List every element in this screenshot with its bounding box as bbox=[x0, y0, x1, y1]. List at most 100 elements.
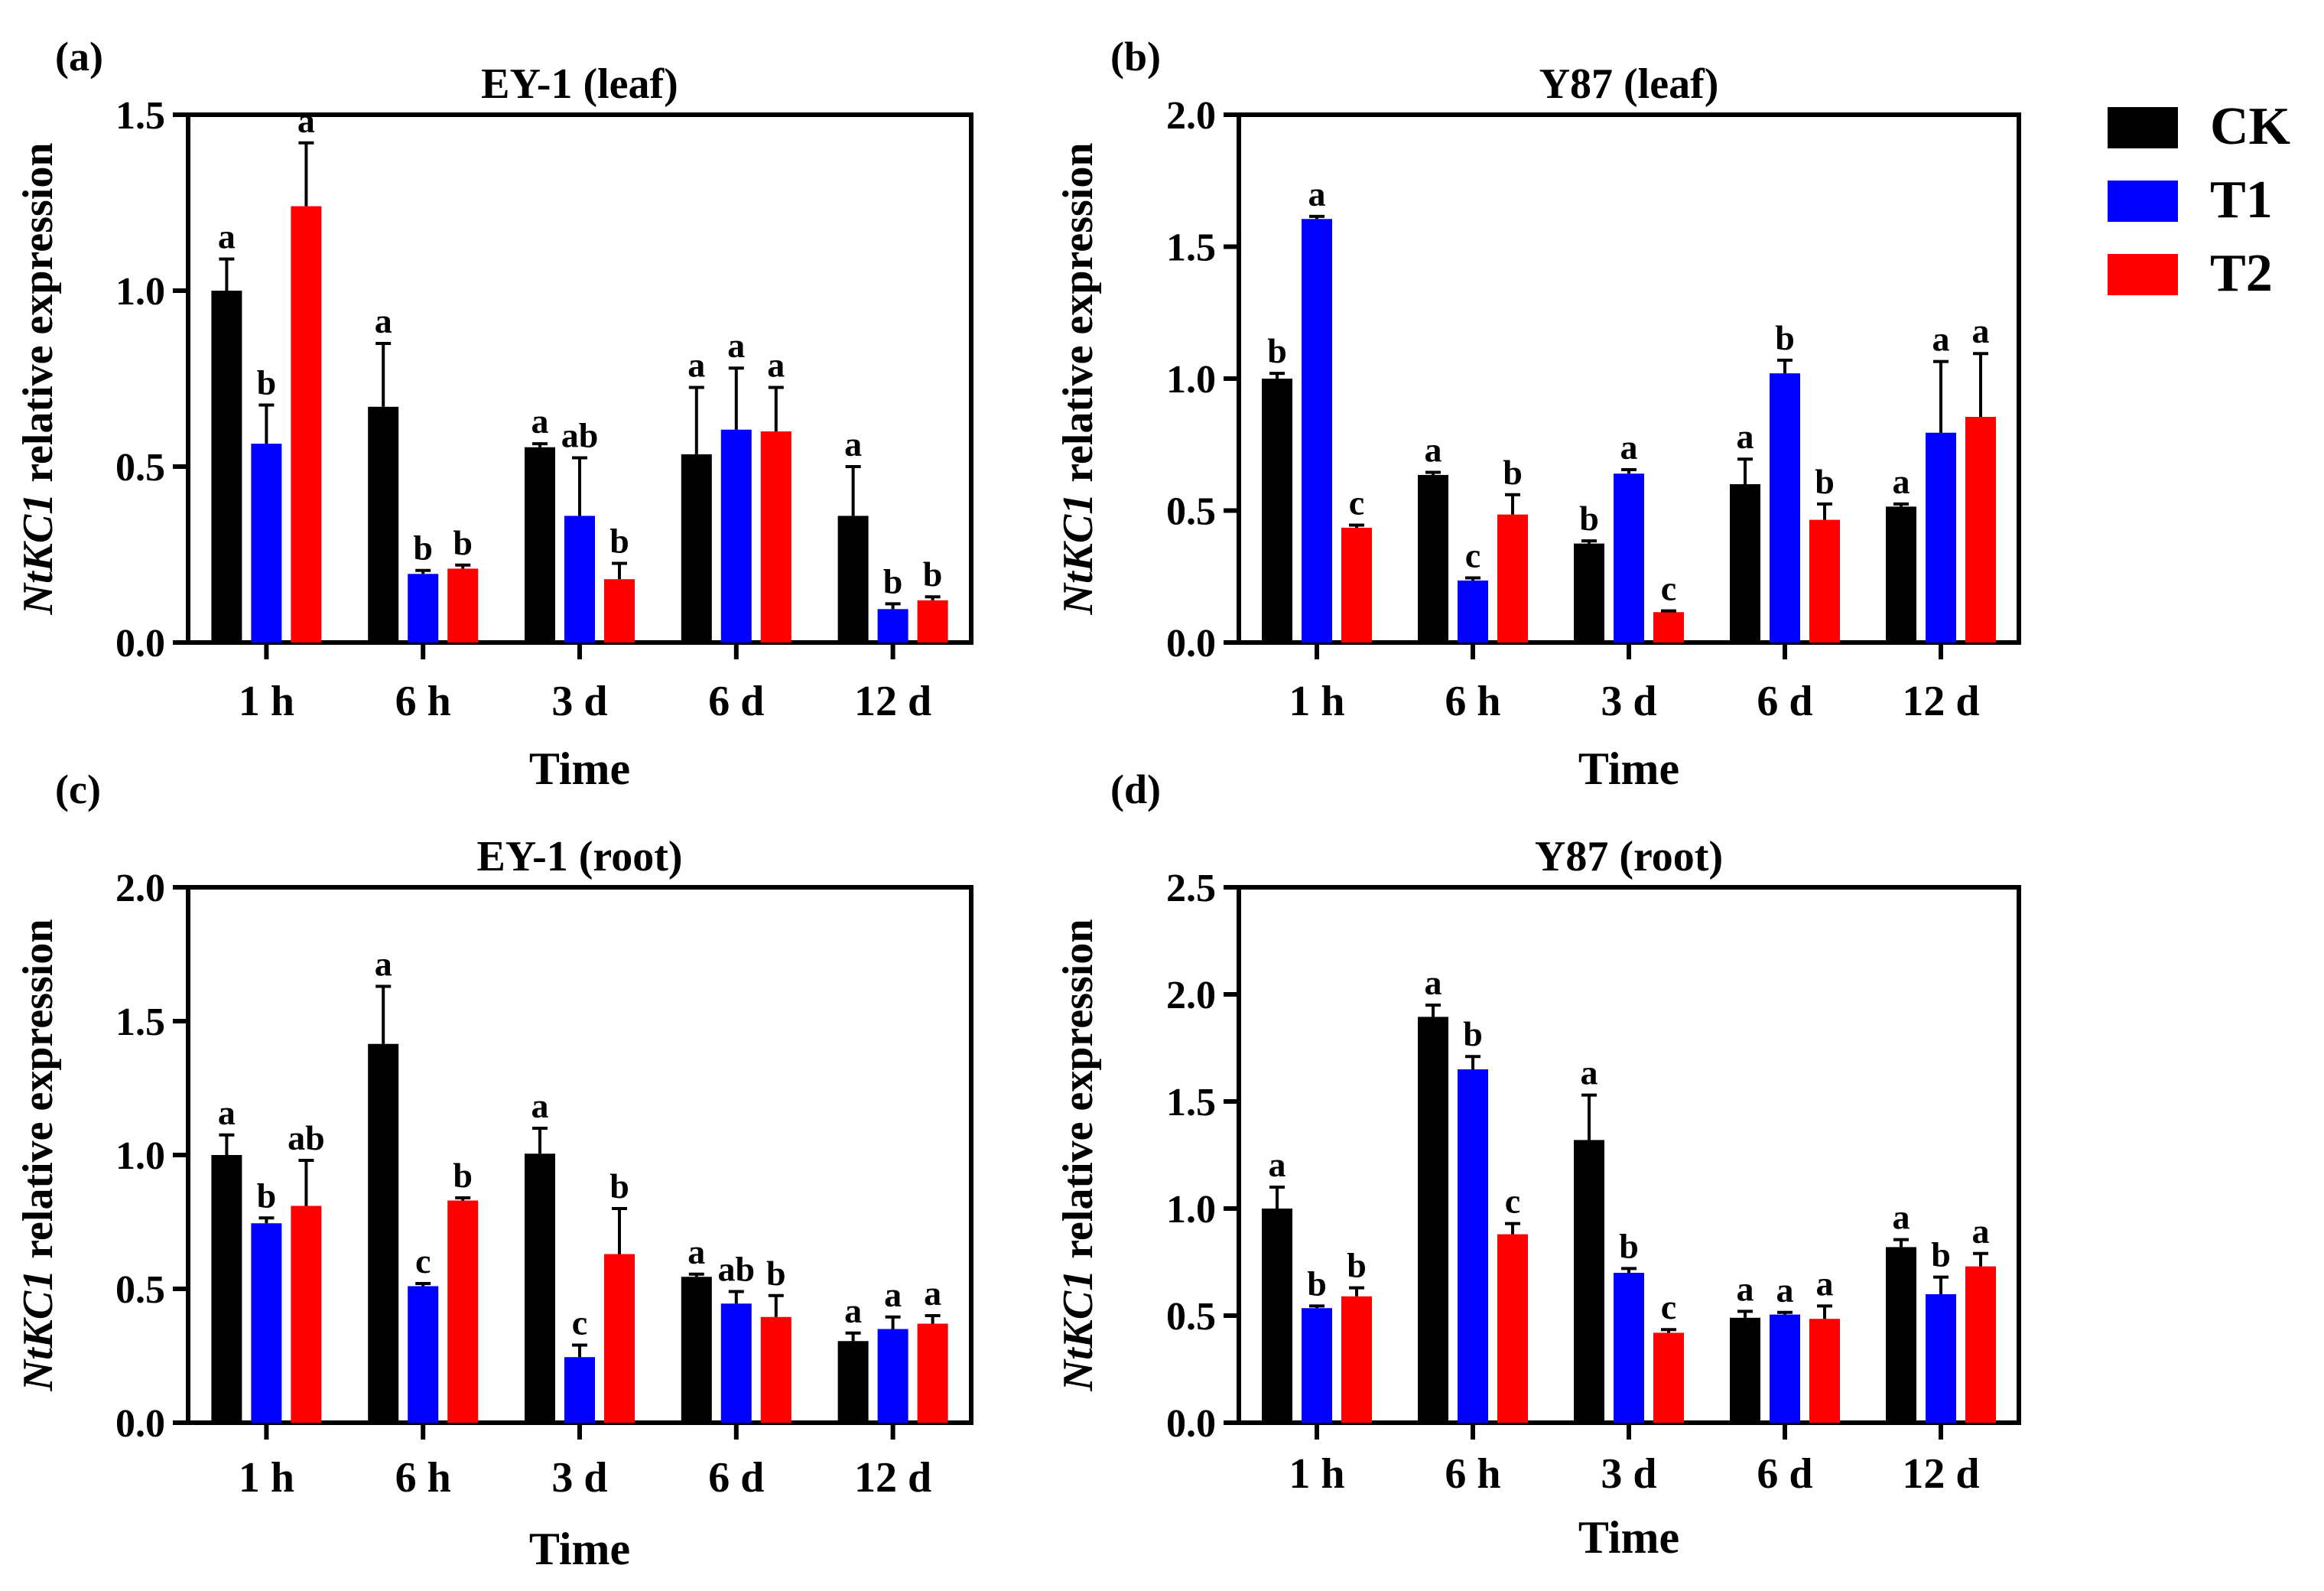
significance-letter: b bbox=[766, 1254, 786, 1293]
bar-ck bbox=[368, 406, 399, 643]
x-tick-label: 6 d bbox=[1757, 1450, 1812, 1498]
significance-letter: a bbox=[1737, 417, 1754, 456]
bar-ck bbox=[1886, 506, 1916, 643]
bar-t2 bbox=[1653, 612, 1684, 643]
significance-letter: a bbox=[1425, 430, 1442, 469]
significance-letter: a bbox=[531, 1086, 549, 1125]
significance-letter: b bbox=[1503, 453, 1523, 492]
y-axis-label-text: relative expression bbox=[1055, 919, 1102, 1269]
significance-letter: b bbox=[257, 363, 277, 402]
bar-t2 bbox=[917, 600, 948, 643]
significance-letter: c bbox=[1661, 569, 1676, 608]
bar-ck bbox=[525, 447, 555, 643]
y-tick-label: 2.5 bbox=[1166, 867, 1216, 910]
x-axis-label: Time bbox=[529, 743, 630, 794]
y-tick-label: 1.0 bbox=[1166, 358, 1216, 402]
significance-letter: ab bbox=[718, 1250, 756, 1289]
significance-letter: b bbox=[1347, 1246, 1367, 1285]
significance-letter: a bbox=[1893, 462, 1910, 501]
bar-t2 bbox=[760, 1316, 791, 1423]
bar-ck bbox=[681, 1277, 712, 1423]
x-tick-label: 12 d bbox=[1902, 678, 1979, 725]
x-axis-label: Time bbox=[1578, 743, 1679, 794]
bar-ck bbox=[1886, 1247, 1916, 1423]
panel-b: (b) Y87 (leaf) 0.0 0.5 1.0 1.5 2.0 NtKC1 relati… bbox=[1055, 34, 2021, 794]
bar-t2 bbox=[1497, 1234, 1528, 1423]
significance-letter: a bbox=[1972, 1212, 1990, 1251]
legend-label-t1: T1 bbox=[2210, 171, 2273, 229]
bar-ck bbox=[211, 1155, 242, 1423]
significance-letter: a bbox=[884, 1275, 902, 1314]
chart-title: EY-1 (leaf) bbox=[481, 60, 678, 108]
bar-t2 bbox=[1341, 1296, 1372, 1423]
significance-letter: a bbox=[687, 1232, 705, 1271]
significance-letter: a bbox=[531, 402, 549, 441]
significance-letter: a bbox=[1972, 311, 1990, 350]
x-tick-label: 1 h bbox=[239, 1454, 294, 1502]
x-tick-label: 12 d bbox=[1902, 1450, 1979, 1498]
chart-title: Y87 (leaf) bbox=[1539, 60, 1719, 108]
y-tick-label: 1.5 bbox=[115, 1000, 165, 1044]
x-tick-label: 6 h bbox=[395, 1454, 451, 1502]
significance-letter: a bbox=[687, 346, 705, 385]
bar-t2 bbox=[1965, 1266, 1996, 1423]
bar-t2 bbox=[1809, 1319, 1840, 1423]
y-tick-label: 1.0 bbox=[1166, 1188, 1216, 1231]
bar-t2 bbox=[291, 206, 322, 643]
panel-d: (d) Y87 (root) 0.0 0.5 1.0 1.5 2.0 2.5 NtKC1 rel… bbox=[1055, 766, 2021, 1563]
bar-t1 bbox=[877, 609, 908, 643]
y-axis-label-gene: NtKC1 bbox=[15, 493, 62, 616]
significance-letter: b bbox=[1579, 499, 1599, 538]
significance-letter: b bbox=[1815, 462, 1835, 501]
x-tick-label: 6 d bbox=[708, 1454, 764, 1502]
y-tick-label: 0.0 bbox=[1166, 1402, 1216, 1446]
legend-label-ck: CK bbox=[2210, 97, 2290, 156]
significance-letter: a bbox=[844, 425, 862, 464]
x-tick-label: 12 d bbox=[854, 678, 931, 725]
bar-t1 bbox=[1458, 580, 1488, 643]
bar-t1 bbox=[1926, 1294, 1956, 1423]
significance-letter: b bbox=[413, 529, 433, 568]
significance-letter: a bbox=[1581, 1053, 1598, 1092]
significance-letter: c bbox=[415, 1241, 431, 1280]
significance-letter: ab bbox=[288, 1118, 325, 1157]
significance-letter: a bbox=[1816, 1264, 1834, 1303]
bar-ck bbox=[1262, 379, 1292, 643]
bar-ck bbox=[1574, 1140, 1604, 1423]
bar-t1 bbox=[1614, 1273, 1644, 1423]
significance-letter: b bbox=[257, 1176, 277, 1215]
significance-letter: a bbox=[297, 101, 315, 140]
x-tick-label: 6 d bbox=[1757, 678, 1812, 725]
bar-ck bbox=[1574, 543, 1604, 643]
y-tick-label: 1.0 bbox=[115, 1134, 165, 1178]
significance-letter: a bbox=[767, 346, 785, 385]
bar-t1 bbox=[564, 516, 595, 643]
y-tick-label: 0.5 bbox=[115, 446, 165, 490]
significance-letter: a bbox=[1620, 428, 1638, 467]
bar-t2 bbox=[604, 579, 635, 643]
legend: CK T1 T2 bbox=[2108, 97, 2290, 303]
x-axis-label: Time bbox=[529, 1524, 630, 1574]
legend-swatch-ck bbox=[2108, 107, 2178, 148]
significance-letter: c bbox=[1465, 535, 1481, 574]
significance-letter: b bbox=[1307, 1264, 1327, 1303]
bar-t1 bbox=[1614, 473, 1644, 643]
panel-a: (a) EY-1 (leaf) 0.0 0.5 1.0 1.5 NtKC1 relative… bbox=[15, 34, 973, 794]
x-axis-label: Time bbox=[1578, 1512, 1679, 1563]
significance-letter: a bbox=[1893, 1198, 1910, 1237]
bar-t1 bbox=[251, 1223, 282, 1423]
bar-t2 bbox=[1653, 1332, 1684, 1423]
bar-t1 bbox=[408, 574, 439, 643]
bar-t1 bbox=[564, 1357, 595, 1423]
significance-letter: b bbox=[1619, 1226, 1639, 1265]
bar-t2 bbox=[917, 1323, 948, 1423]
bar-t1 bbox=[1458, 1069, 1488, 1423]
bar-t2 bbox=[604, 1254, 635, 1423]
x-tick-label: 6 h bbox=[395, 678, 451, 725]
panel-c: (c) EY-1 (root) 0.0 0.5 1.0 1.5 2.0 NtKC1 relat… bbox=[15, 766, 973, 1574]
significance-letter: b bbox=[453, 1156, 473, 1195]
bar-t1 bbox=[1302, 1308, 1332, 1423]
bar-ck bbox=[681, 454, 712, 643]
bar-t1 bbox=[408, 1286, 439, 1423]
